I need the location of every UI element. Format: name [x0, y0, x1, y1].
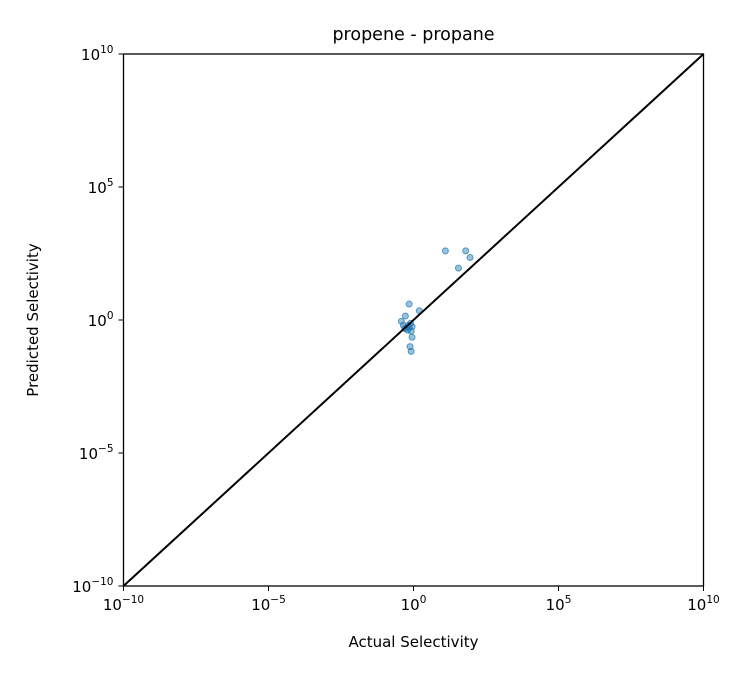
data-point [441, 247, 449, 255]
y-axis-label: Predicted Selectivity [24, 243, 42, 397]
data-point [466, 253, 474, 261]
chart-title: propene - propane [332, 25, 494, 45]
x-tick-label: 100 [401, 594, 427, 614]
y-tick-label: 100 [88, 310, 114, 330]
y-tick-label: 10−5 [79, 443, 114, 463]
y-axis: 10−10 10−5 100 105 1010 [72, 44, 124, 596]
x-tick-label: 10−10 [103, 594, 144, 614]
data-point [405, 300, 413, 308]
x-tick-label: 1010 [687, 594, 719, 614]
x-axis: 10−10 10−5 100 105 1010 [103, 586, 720, 614]
y-tick-label: 10−10 [72, 576, 113, 596]
data-point [407, 347, 415, 355]
y-tick-label: 105 [88, 177, 114, 197]
x-tick-label: 105 [546, 594, 572, 614]
data-point [407, 327, 415, 335]
data-point [462, 247, 470, 255]
data-points [397, 247, 474, 355]
y-tick-label: 1010 [81, 44, 113, 64]
data-point [408, 333, 416, 341]
x-axis-label: Actual Selectivity [348, 633, 478, 651]
data-point [454, 264, 462, 272]
data-point [401, 312, 409, 320]
parity-line [122, 53, 705, 587]
x-tick-label: 10−5 [251, 594, 286, 614]
